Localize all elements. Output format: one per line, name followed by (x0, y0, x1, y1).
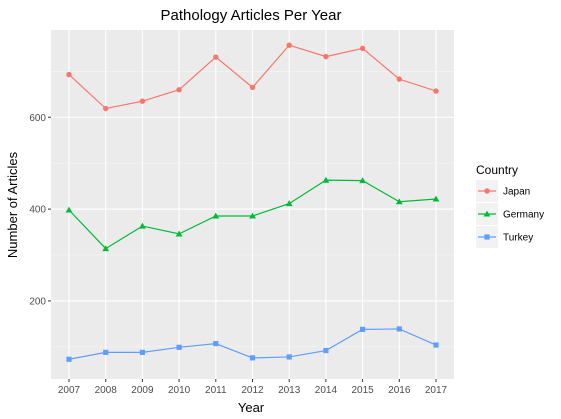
x-tick-label: 2014 (315, 385, 338, 396)
legend-key-marker (483, 210, 491, 217)
y-tick-label: 200 (29, 296, 46, 307)
data-point-japan (103, 105, 109, 112)
data-point-japan (433, 88, 439, 94)
y-axis-title: Number of Articles (5, 151, 20, 258)
data-point-germany (175, 230, 183, 237)
legend-item-germany: Germany (476, 203, 544, 225)
data-point-japan (249, 84, 256, 91)
data-point-japan (66, 71, 72, 78)
data-point-turkey (323, 347, 329, 354)
x-tick-label: 2015 (351, 385, 374, 396)
x-tick-label: 2009 (131, 385, 154, 396)
data-point-turkey (139, 349, 145, 355)
data-point-turkey (66, 356, 72, 362)
data-point-germany (139, 222, 146, 229)
y-tick-label: 400 (29, 205, 46, 216)
series-turkey (66, 326, 439, 362)
y-tick-label: 600 (29, 113, 46, 124)
data-point-germany (322, 176, 330, 183)
x-tick-label: 2012 (241, 385, 264, 396)
data-point-germany (102, 245, 110, 252)
data-point-turkey (433, 342, 439, 348)
x-tick-label: 2017 (425, 385, 448, 396)
legend-item-japan: Japan (476, 180, 530, 202)
data-point-turkey (360, 326, 366, 333)
legend: Country Japan Germany Turkey (476, 163, 544, 248)
data-point-germany (395, 198, 403, 205)
series-japan (66, 42, 439, 112)
x-tick-label: 2013 (278, 385, 301, 396)
data-point-germany (359, 177, 366, 184)
legend-title: Country (476, 163, 518, 177)
data-point-turkey (249, 355, 256, 361)
legend-key-marker (484, 188, 490, 194)
axes: 2007 2008 2009 2010 2011 2012 2013 2014 2015 2016… (29, 113, 447, 396)
legend-label: Germany (503, 210, 544, 221)
chart-title: Pathology Articles Per Year (161, 7, 342, 24)
x-tick-label: 2011 (205, 385, 227, 396)
data-point-germany (212, 212, 220, 219)
x-axis-title: Year (238, 400, 265, 415)
legend-item-turkey: Turkey (476, 226, 533, 248)
data-point-japan (176, 86, 182, 93)
data-point-japan (286, 42, 292, 48)
data-point-japan (323, 53, 329, 60)
legend-label: Turkey (503, 233, 533, 244)
data-point-turkey (396, 326, 402, 332)
data-point-germany (432, 195, 440, 202)
data-point-turkey (103, 349, 109, 355)
legend-label: Japan (503, 187, 530, 198)
x-tick-label: 2008 (95, 385, 118, 396)
x-tick-label: 2016 (388, 385, 411, 396)
data-point-japan (213, 54, 219, 60)
x-tick-label: 2010 (168, 385, 191, 396)
x-tick-label: 2007 (58, 385, 81, 396)
data-point-japan (396, 76, 402, 82)
data-point-japan (139, 98, 146, 104)
series-germany (65, 176, 440, 252)
data-point-japan (359, 45, 366, 52)
data-point-germany (249, 212, 256, 219)
data-point-germany (65, 206, 73, 213)
data-point-turkey (176, 344, 182, 350)
data-point-turkey (286, 354, 292, 360)
data-point-germany (285, 200, 293, 207)
data-point-turkey (213, 341, 219, 347)
legend-key-marker (484, 234, 490, 240)
series-layer (65, 42, 440, 362)
